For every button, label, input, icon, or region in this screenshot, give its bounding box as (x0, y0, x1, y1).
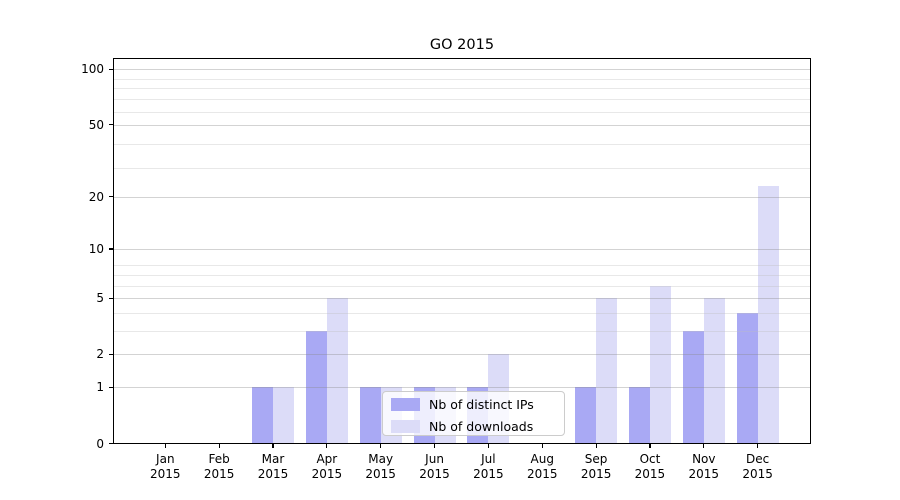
bar-distinct-ips-oct (628, 387, 650, 444)
x-tick-label: Apr 2015 (311, 452, 343, 481)
x-tick-label: Jun 2015 (419, 452, 450, 481)
x-tick-label: Nov 2015 (688, 452, 720, 481)
legend-label-downloads: Nb of downloads (429, 419, 534, 434)
plot-border (113, 58, 811, 444)
bar-distinct-ips-sep (575, 387, 597, 444)
x-tick-label: Mar 2015 (257, 452, 289, 481)
y-tick-label: 5 (96, 291, 104, 306)
x-tick-label: Dec 2015 (742, 452, 773, 481)
legend-label-distinct-ips: Nb of distinct IPs (429, 397, 534, 412)
y-tick (109, 297, 113, 299)
x-tick (595, 444, 597, 448)
y-tick (109, 386, 113, 388)
minor-gridline (114, 274, 811, 276)
y-tick (109, 124, 113, 126)
legend-swatch-downloads-icon (391, 420, 420, 433)
x-tick-label: Aug 2015 (526, 452, 558, 481)
x-tick-label: May 2015 (365, 452, 396, 481)
bar-downloads-dec (757, 185, 779, 444)
minor-gridline (114, 88, 811, 90)
x-tick-label: Jan 2015 (150, 452, 181, 481)
x-tick (380, 444, 382, 448)
bar-downloads-mar (273, 387, 294, 444)
major-gridline (114, 387, 811, 389)
bar-distinct-ips-apr (305, 331, 327, 444)
x-tick-label: Sep 2015 (580, 452, 612, 481)
minor-gridline (114, 265, 811, 267)
x-tick-label: Oct 2015 (634, 452, 666, 481)
y-tick-label: 20 (88, 189, 104, 204)
major-gridline (114, 69, 811, 71)
major-gridline (114, 249, 811, 251)
major-gridline (114, 298, 811, 300)
minor-gridline (114, 99, 811, 101)
x-tick (487, 444, 489, 448)
bar-distinct-ips-nov (682, 331, 704, 444)
x-tick (649, 444, 651, 448)
major-gridline (114, 354, 811, 356)
y-tick-label: 100 (81, 62, 104, 77)
y-tick (109, 442, 113, 445)
x-tick-label: Jul 2015 (473, 452, 504, 481)
minor-gridline (114, 285, 811, 287)
minor-gridline (114, 78, 811, 80)
chart-title: GO 2015 (429, 37, 495, 53)
minor-gridline (114, 111, 811, 113)
x-tick (757, 444, 759, 448)
x-tick (433, 444, 436, 448)
y-tick-label: 2 (96, 347, 104, 362)
y-tick-label: 1 (96, 380, 104, 395)
major-gridline (114, 196, 811, 198)
bar-downloads-sep (596, 298, 618, 444)
bar-distinct-ips-dec (736, 313, 758, 444)
bar-downloads-nov (703, 298, 725, 444)
bar-distinct-ips-may (359, 387, 381, 444)
major-gridline (114, 124, 811, 126)
y-tick (109, 353, 113, 355)
y-tick-label: 50 (88, 117, 104, 132)
y-tick (109, 248, 113, 250)
legend-item-distinct-ips: Nb of distinct IPs (391, 395, 564, 414)
x-tick (164, 444, 166, 448)
x-tick (218, 444, 220, 448)
y-tick-label: 10 (88, 242, 104, 257)
bar-distinct-ips-mar (252, 387, 273, 444)
x-tick (541, 444, 543, 448)
bar-downloads-apr (326, 298, 348, 444)
x-tick-label: Feb 2015 (203, 452, 235, 481)
legend-item-downloads: Nb of downloads (391, 417, 564, 436)
bar-downloads-oct (649, 285, 671, 444)
minor-gridline (114, 144, 811, 146)
legend: Nb of distinct IPs Nb of downloads (382, 391, 565, 436)
legend-swatch-distinct-ips-icon (391, 398, 420, 411)
x-tick (272, 444, 274, 448)
y-tick-label: 0 (96, 436, 104, 451)
y-tick (109, 68, 113, 70)
x-tick (703, 444, 705, 448)
minor-gridline (114, 313, 811, 314)
x-tick (326, 444, 328, 448)
minor-gridline (114, 331, 811, 333)
minor-gridline (114, 167, 811, 169)
y-tick (109, 196, 113, 198)
